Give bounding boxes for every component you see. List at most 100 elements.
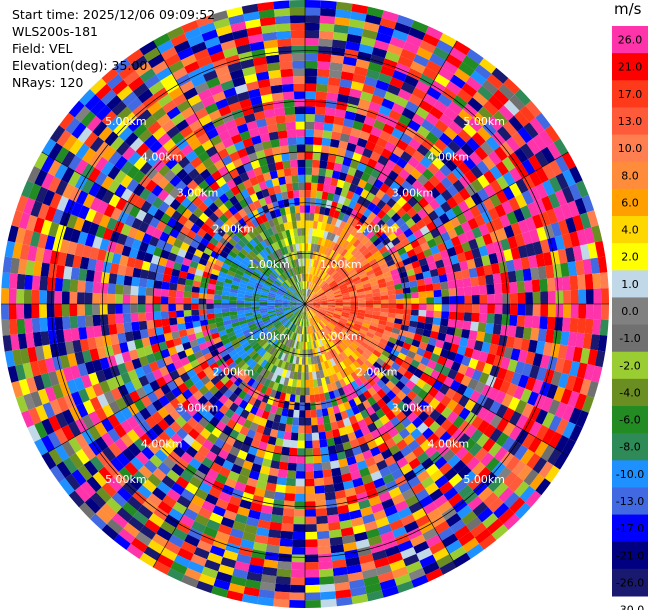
gate-cell [346, 103, 359, 114]
gate-cell [362, 147, 373, 159]
gate-cell [553, 206, 566, 222]
gate-cell [439, 249, 450, 260]
gate-cell [437, 93, 453, 108]
gate-cell [397, 232, 407, 242]
gate-cell [396, 157, 408, 169]
gate-cell [478, 223, 490, 236]
gate-cell [321, 191, 329, 200]
gate-cell [539, 278, 548, 292]
gate-cell [581, 195, 595, 213]
gate-cell [447, 228, 458, 240]
gate-cell [340, 287, 349, 293]
gate-cell [332, 31, 348, 42]
gate-cell [335, 9, 352, 19]
gate-cell [305, 182, 312, 191]
gate-cell [432, 252, 443, 262]
gate-cell [387, 134, 400, 146]
gate-cell [560, 203, 573, 220]
gate-cell [362, 262, 371, 270]
gate-cell [341, 289, 349, 295]
gate-cell [308, 282, 312, 290]
gate-cell [391, 273, 401, 281]
gate-cell [554, 277, 563, 291]
gate-cell [346, 216, 355, 225]
gate-cell [371, 288, 381, 294]
gate-cell [307, 243, 312, 252]
gate-cell [531, 279, 541, 293]
gate-cell [330, 270, 338, 278]
gate-cell [307, 289, 310, 297]
gate-cell [331, 271, 339, 279]
gate-cell [335, 298, 343, 301]
gate-cell [343, 56, 358, 67]
colorbar-tick-label: 13.0 [618, 115, 643, 128]
gate-cell [467, 217, 479, 230]
gate-cell [489, 179, 503, 194]
gate-cell [550, 250, 561, 265]
gate-cell [364, 251, 373, 260]
gate-cell [341, 292, 350, 297]
gate-cell [451, 166, 465, 180]
gate-cell [354, 145, 365, 155]
gate-cell [524, 280, 533, 293]
gate-cell [332, 39, 347, 49]
gate-cell [305, 167, 313, 175]
gate-cell [410, 286, 419, 293]
gate-cell [453, 40, 471, 56]
gate-cell [343, 231, 351, 241]
gate-cell [316, 244, 321, 253]
gate-cell [510, 247, 521, 260]
gate-cell [358, 256, 367, 264]
gate-cell [495, 190, 509, 204]
gate-cell [320, 262, 326, 271]
gate-cell [482, 197, 495, 211]
gate-cell [397, 88, 412, 101]
gate-cell [462, 277, 472, 288]
gate-cell [386, 197, 397, 208]
gate-cell [359, 272, 368, 280]
gate-cell [477, 188, 490, 202]
gate-cell [452, 95, 468, 110]
gate-cell [341, 272, 350, 280]
gate-cell [400, 151, 413, 163]
gate-cell [448, 288, 457, 297]
gate-cell [548, 176, 562, 193]
gate-cell [335, 277, 344, 284]
gate-cell [384, 159, 397, 171]
gate-cell [450, 153, 464, 167]
gate-cell [561, 152, 576, 170]
gate-cell [307, 289, 312, 298]
gate-cell [488, 95, 504, 111]
gate-cell [367, 221, 377, 231]
gate-cell [440, 176, 453, 190]
gate-cell [582, 258, 593, 275]
gate-cell [321, 272, 328, 280]
gate-cell [365, 293, 373, 298]
gate-cell [590, 257, 600, 274]
gate-cell [397, 247, 407, 256]
gate-cell [460, 221, 472, 233]
gate-cell [372, 205, 382, 216]
gate-cell [446, 196, 458, 209]
gate-cell [404, 144, 417, 157]
colorbar-tick-label: 17.0 [618, 88, 643, 101]
gate-cell [445, 53, 463, 69]
gate-cell [322, 214, 329, 224]
gate-cell [438, 274, 448, 283]
colorbar-tick-label: 2.0 [621, 251, 639, 264]
gate-cell [473, 256, 484, 268]
gate-cell [311, 266, 315, 275]
colorbar-tick-label: -2.0 [619, 359, 640, 372]
gate-cell [343, 250, 351, 259]
gate-cell [312, 300, 320, 303]
gate-cell [326, 293, 334, 297]
gate-cell [395, 293, 404, 300]
gate-cell [313, 285, 320, 293]
gate-cell [325, 265, 332, 274]
gate-cell [318, 245, 324, 254]
gate-cell [386, 259, 396, 267]
gate-cell [447, 101, 463, 115]
gate-cell [420, 119, 435, 132]
gate-cell [408, 138, 422, 151]
gate-cell [371, 195, 381, 206]
